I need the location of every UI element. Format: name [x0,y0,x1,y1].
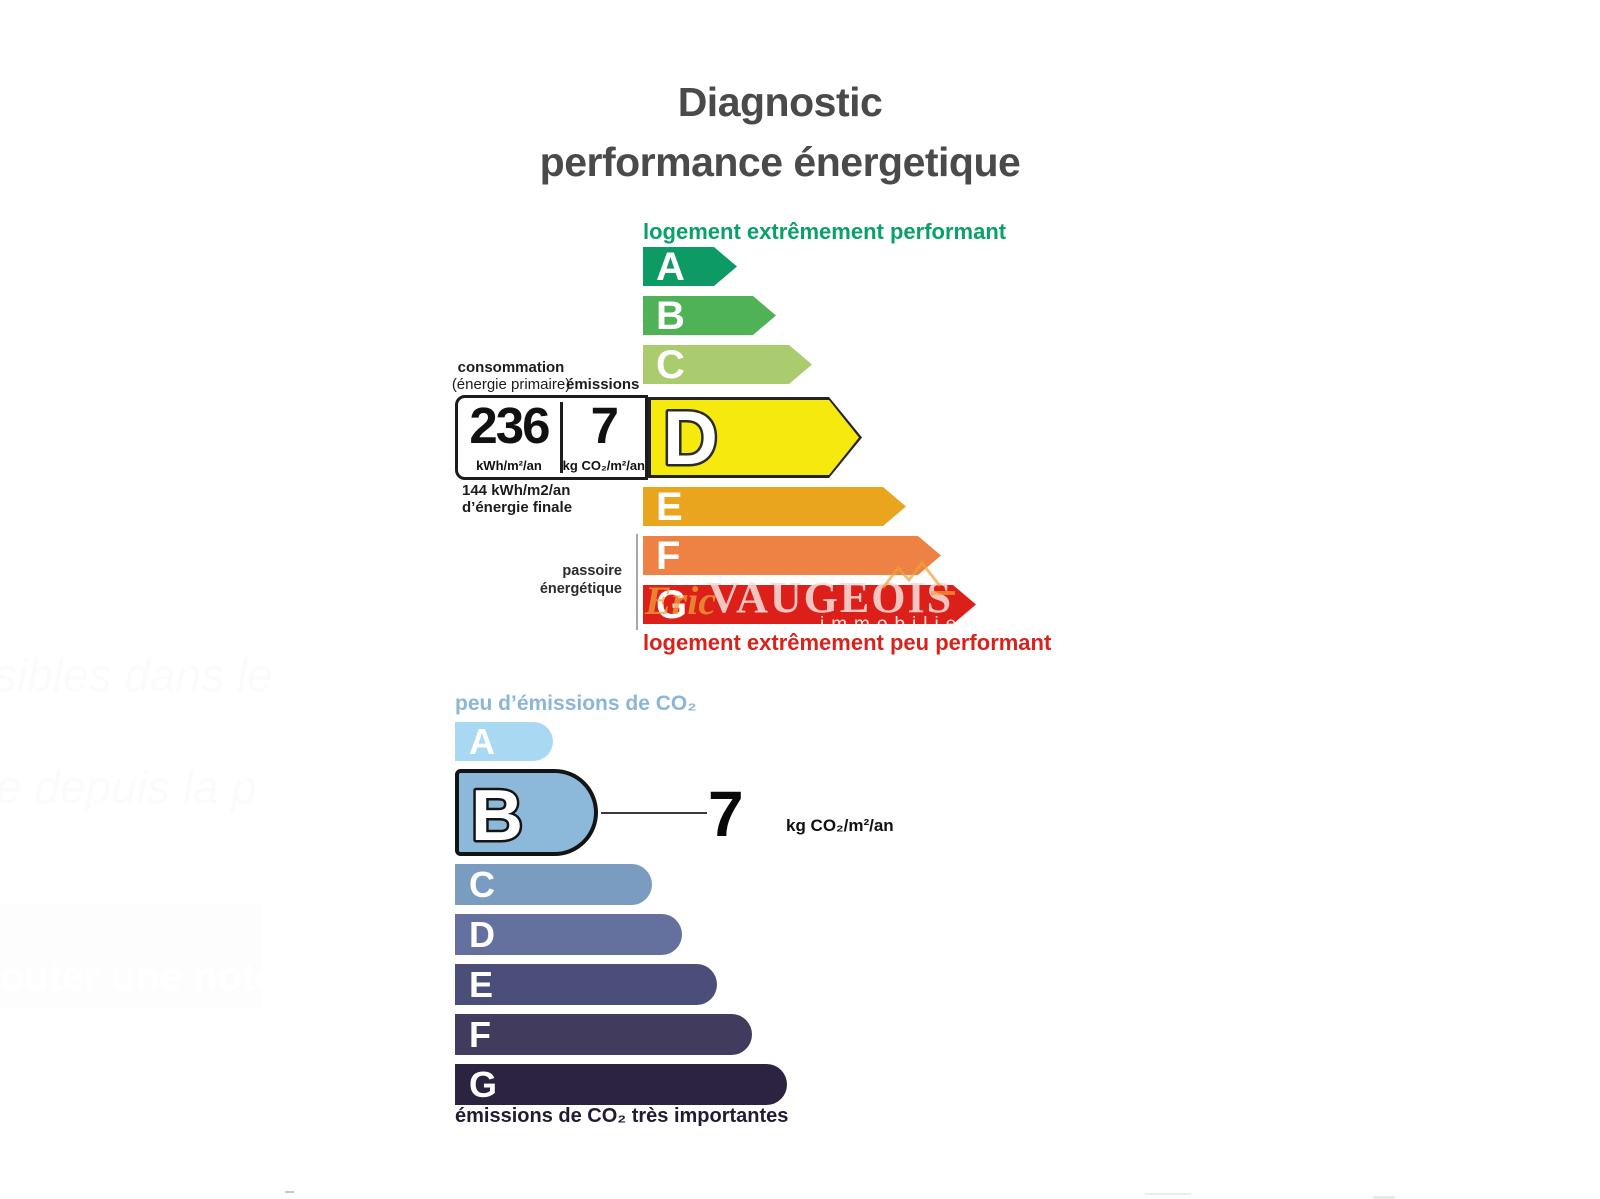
watermark-dash [931,591,955,595]
co2-grade-g-letter: G [469,1063,498,1105]
co2-grade-a-bar: A [455,722,553,761]
energy-grade-b-arrow: B [643,296,776,335]
edge-artifact-1 [285,1191,294,1193]
co2-grade-b-letter: B [469,774,526,859]
co2-grade-e-letter: E [469,963,494,1005]
value-box-divider [559,402,563,473]
ghost-text-1: sibles dans le [0,649,273,701]
energy-grade-a-arrow: A [643,247,737,286]
energy-grade-e-arrow: E [643,487,906,526]
energy-grade-e-letter: E [656,484,683,529]
co2-selected-unit: kg CO₂/m²/an [786,816,894,835]
energy-grade-f-letter: F [656,533,681,578]
co2-selected-value: 7 [708,778,744,850]
energy-value-box: 236 kWh/m²/an 7 kg CO₂/m²/an [455,395,648,480]
edge-artifact-2 [1145,1193,1191,1195]
co2-grade-f-bar: F [455,1014,752,1055]
final-energy-line1: 144 kWh/m2/an [462,482,571,499]
co2-grade-d-letter: D [469,913,495,955]
energy-grade-f-arrow: F [643,536,941,575]
final-energy-line2: d’énergie finale [462,499,573,516]
co2-grade-f-letter: F [469,1013,491,1055]
ghost-box [0,903,262,1009]
energy-sieve-bracket [636,534,638,630]
page-title: Diagnostic performance énergetique [380,72,1180,192]
co2-top-caption: peu d’émissions de CO₂ [455,692,697,715]
energy-grade-d-arrow-selected: D [648,397,862,478]
energy-bottom-caption: logement extrêmement peu performant [643,630,1052,655]
co2-bottom-caption: émissions de CO₂ très importantes [455,1105,789,1127]
ghost-text-3: outer une note [0,955,278,999]
emissions-column: 7 kg CO₂/m²/an [563,398,645,477]
energy-top-caption: logement extrêmement performant [643,219,1007,244]
watermark-eric: Eric [645,578,717,623]
final-energy-note: 144 kWh/m2/an d’énergie finale [462,482,572,516]
co2-grade-c-bar: C [455,864,652,905]
ghost-text-2: e depuis la p [0,761,257,813]
co2-grade-a-letter: A [469,720,495,762]
co2-value-connector [601,812,707,814]
consumption-column: 236 kWh/m²/an [458,398,560,477]
consumption-header: consommation (énergie primaire) [448,359,574,393]
energy-grade-c-letter: C [656,342,685,387]
energy-grade-g-arrow: G [643,585,976,624]
page-title-line1: Diagnostic [677,79,883,125]
consumption-header-line2: (énergie primaire) [451,376,571,393]
energy-grade-g-letter: G [656,582,688,627]
svg-text:D: D [663,396,718,481]
consumption-unit: kWh/m²/an [476,458,542,473]
edge-artifact-3 [1373,1196,1395,1199]
energy-sieve-line2: énergétique [539,581,622,597]
consumption-header-line1: consommation [457,359,565,376]
consumption-value: 236 [469,397,550,454]
watermark-vaugeois: VAUGEOIS [708,573,954,622]
energy-grade-c-arrow: C [643,345,812,384]
co2-grade-c-letter: C [469,863,495,905]
emissions-unit: kg CO₂/m²/an [562,458,645,473]
energy-grade-b-letter: B [656,293,685,338]
co2-grade-d-bar: D [455,914,682,955]
watermark-immobilier: immobilier [820,614,977,635]
energy-sieve-line1: passoire [562,563,622,579]
co2-grade-b-bar-selected: B [455,769,598,859]
svg-text:B: B [471,776,523,856]
emissions-header: émissions [566,376,640,393]
energy-sieve-label: passoire énergétique [500,562,622,598]
energy-grade-d-letter: D [661,401,741,479]
co2-grade-g-bar: G [455,1064,787,1105]
emissions-value: 7 [590,397,619,454]
co2-grade-e-bar: E [455,964,717,1005]
page-title-line2: performance énergetique [539,139,1021,185]
watermark-mountains-icon [882,560,942,589]
energy-grade-a-letter: A [656,244,685,289]
